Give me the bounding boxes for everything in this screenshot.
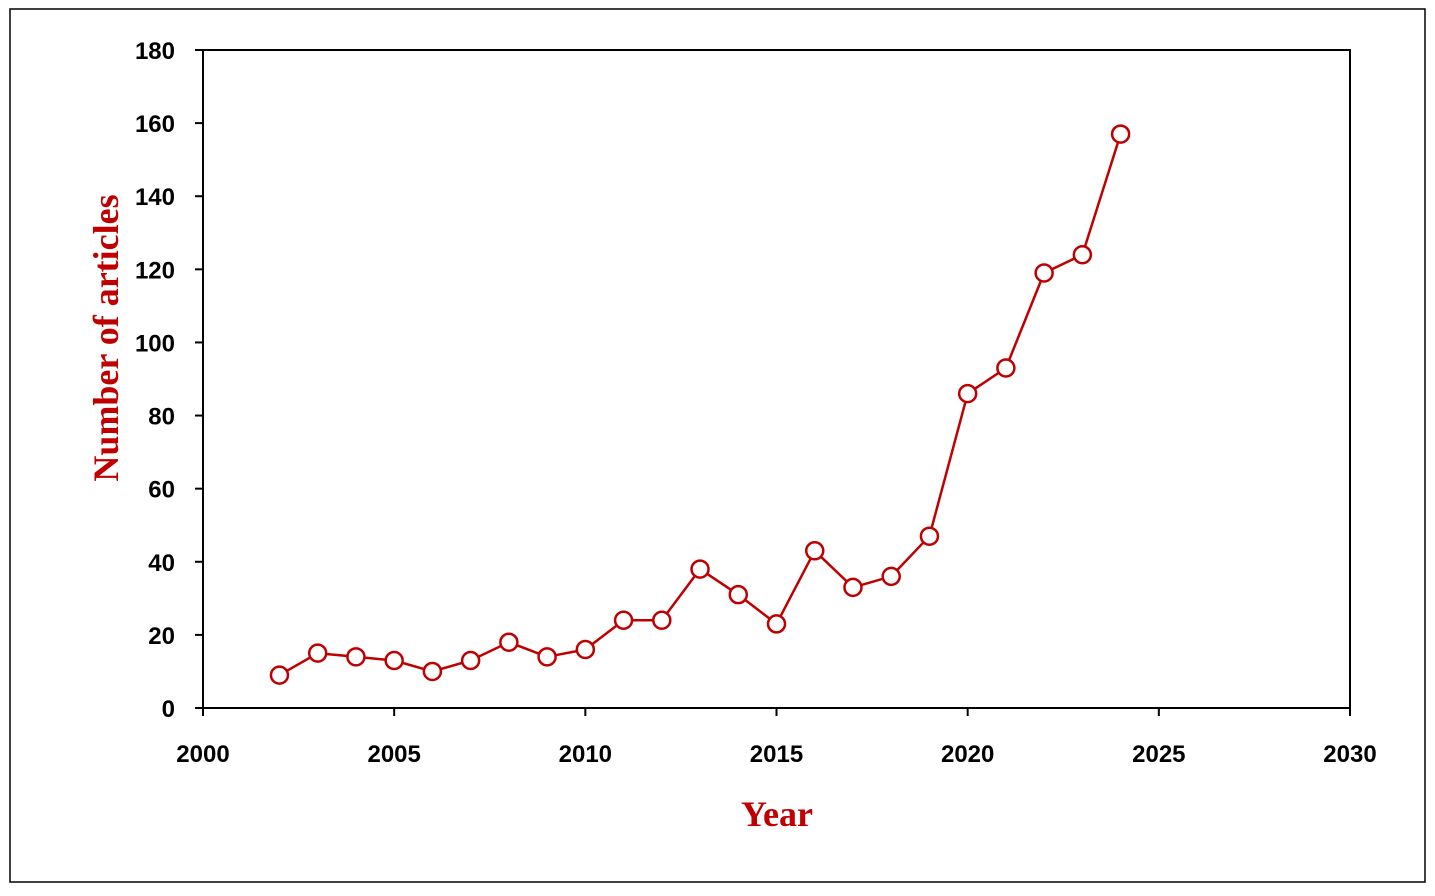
data-point <box>384 650 404 671</box>
data-point <box>1110 124 1131 144</box>
data-point <box>346 647 366 667</box>
data-point <box>766 614 787 634</box>
y-axis-title: Number of articles <box>86 194 126 481</box>
data-point <box>460 650 481 671</box>
y-tick-label: 80 <box>148 404 175 431</box>
data-point <box>804 541 825 561</box>
data-point <box>269 665 290 685</box>
data-point <box>843 577 863 598</box>
data-point <box>1072 244 1093 265</box>
y-tick-label: 160 <box>135 111 175 138</box>
data-point <box>919 526 940 546</box>
data-point <box>537 647 557 667</box>
x-axis-title: Year <box>741 794 813 834</box>
y-tick-label: 60 <box>148 477 175 504</box>
y-tick-label: 180 <box>135 38 175 65</box>
y-axis-ticks: 0 20 40 60 80 100 120 140 160 180 <box>135 38 203 723</box>
x-axis-ticks: 2000 2005 2010 2015 2020 2025 2030 <box>176 708 1377 768</box>
x-tick-label: 2005 <box>367 741 420 768</box>
figure-border <box>9 8 1426 883</box>
x-tick-label: 2025 <box>1132 741 1185 768</box>
y-tick-label: 0 <box>162 696 175 723</box>
y-tick-label: 100 <box>135 330 175 357</box>
y-tick-label: 20 <box>148 623 175 650</box>
data-point <box>652 610 672 631</box>
x-tick-label: 2000 <box>176 741 229 768</box>
y-tick-label: 40 <box>148 550 175 577</box>
x-tick-label: 2030 <box>1323 741 1376 768</box>
data-point <box>957 383 978 404</box>
y-tick-label: 140 <box>135 184 175 211</box>
data-point <box>881 566 901 587</box>
x-tick-label: 2020 <box>941 741 994 768</box>
data-point <box>996 358 1016 378</box>
data-point <box>499 632 519 652</box>
data-point <box>422 661 443 682</box>
x-tick-label: 2015 <box>750 741 803 768</box>
data-point <box>1034 263 1054 283</box>
data-point <box>575 639 596 660</box>
data-point <box>728 584 749 605</box>
series-layer <box>269 124 1131 685</box>
x-tick-label: 2010 <box>559 741 612 768</box>
data-point <box>613 610 634 631</box>
data-point <box>307 643 328 663</box>
data-point <box>690 559 710 579</box>
y-tick-label: 120 <box>135 257 175 284</box>
